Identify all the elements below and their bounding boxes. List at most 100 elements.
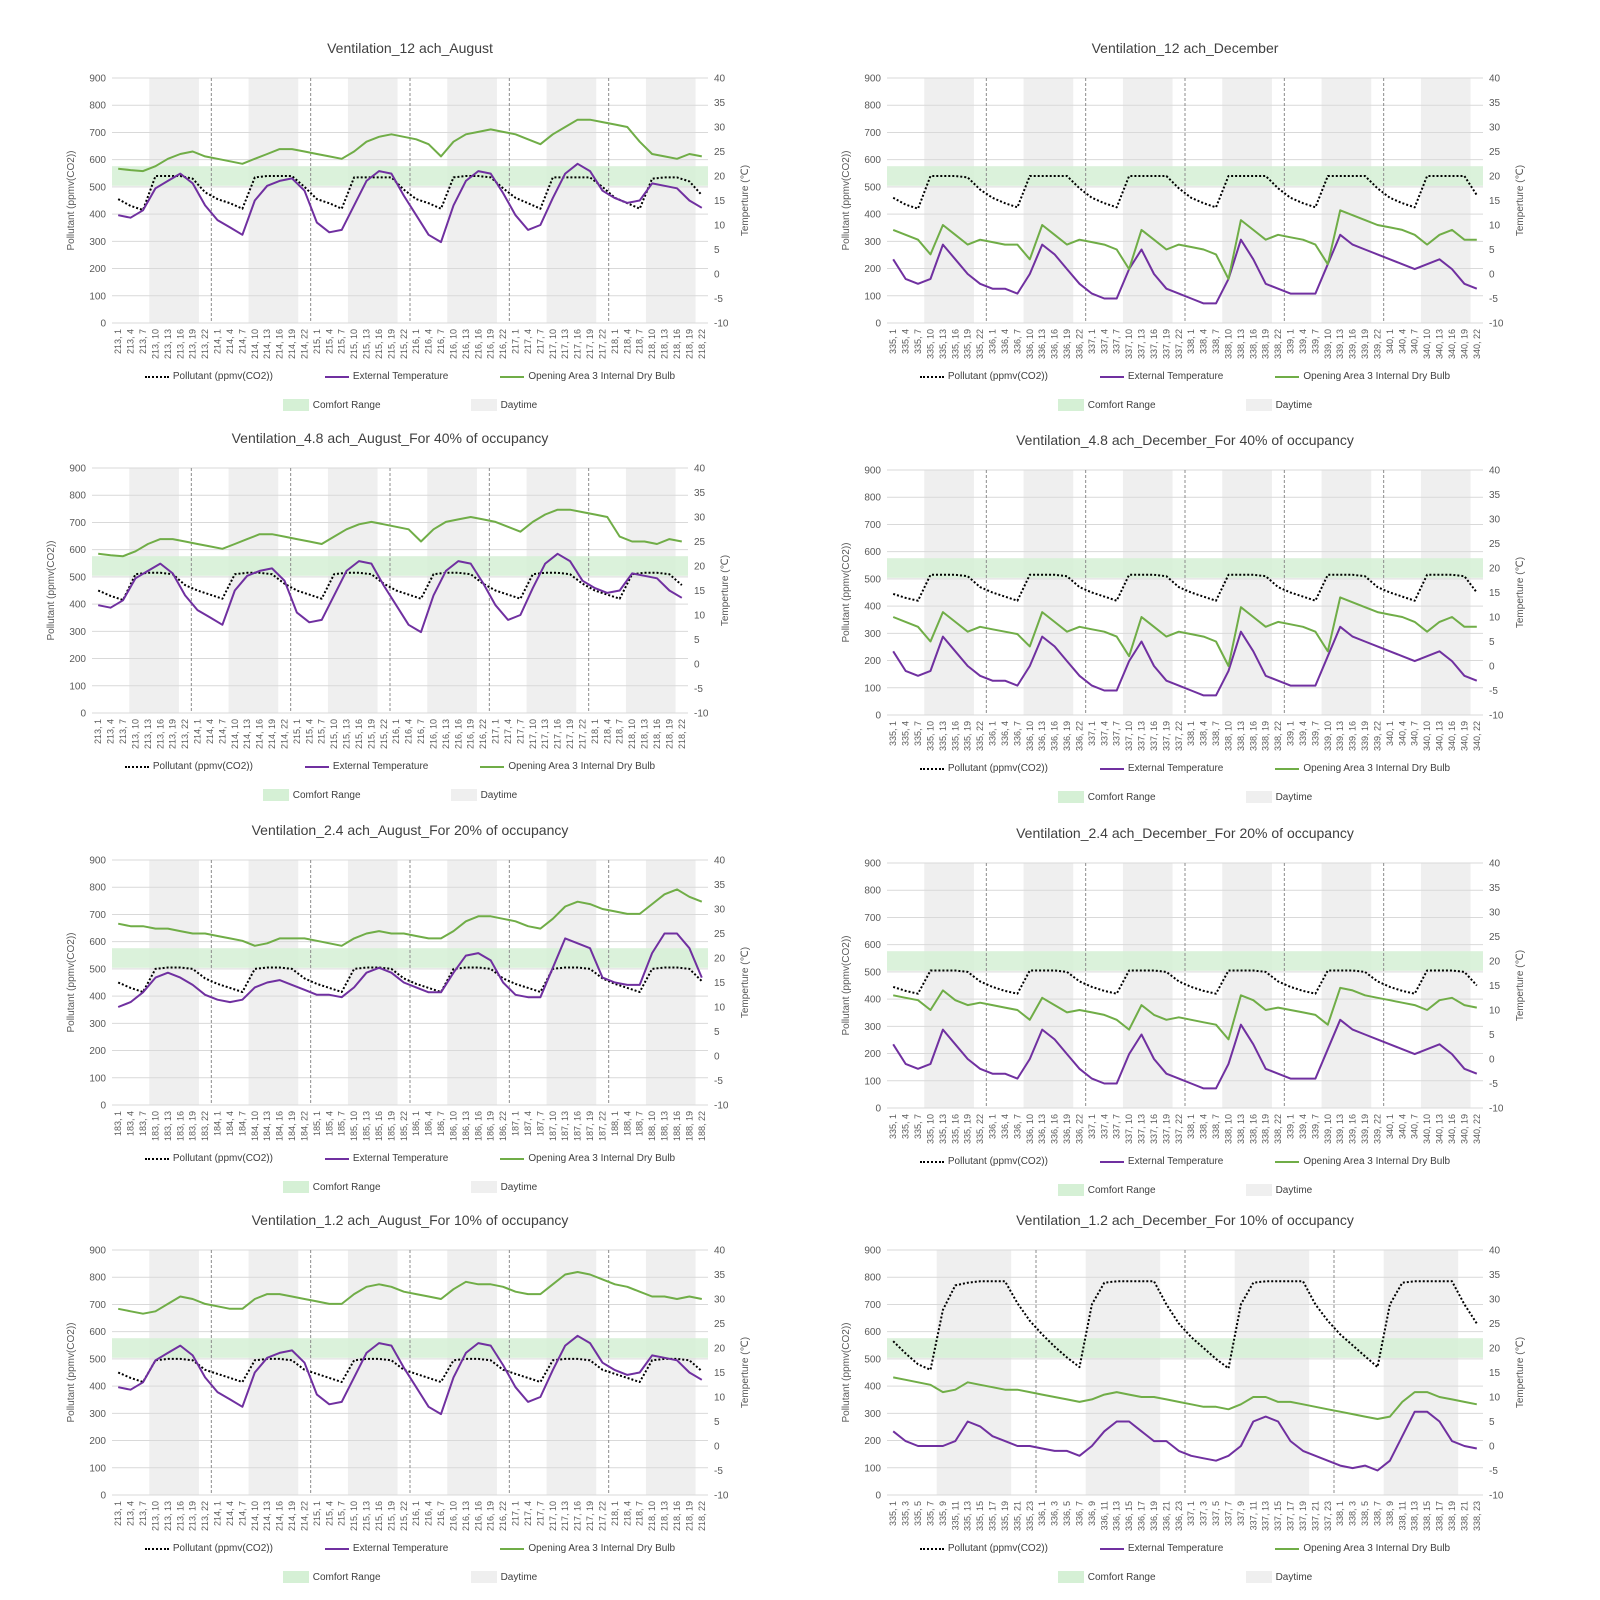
x-tick-label: 186, 19 bbox=[486, 1111, 496, 1141]
legend-daytime: Daytime bbox=[470, 1181, 537, 1193]
x-tick-label: 183, 22 bbox=[200, 1111, 210, 1141]
x-tick-label: 183, 7 bbox=[138, 1111, 148, 1136]
y-tick-label: 800 bbox=[89, 101, 106, 112]
chart-plot: 0 100 200 300 400 500 600 700 800 900 -10 -5 0 5 10 15 2… bbox=[841, 859, 1526, 1145]
x-tick-label: 213, 22 bbox=[180, 719, 190, 749]
chart-title: Ventilation_12 ach_December bbox=[1091, 40, 1279, 56]
series-internal-dry-bulb bbox=[892, 596, 1477, 667]
y2-tick-label: 25 bbox=[714, 1319, 726, 1330]
x-tick-label: 335, 13 bbox=[938, 329, 948, 359]
y-tick-label: 0 bbox=[875, 319, 881, 330]
x-tick-label: 186, 1 bbox=[411, 1111, 421, 1136]
x-tick-label: 335, 10 bbox=[925, 721, 935, 751]
x-tick-label: 338, 23 bbox=[1472, 1501, 1482, 1531]
x-tick-label: 215, 4 bbox=[304, 719, 314, 744]
x-tick-label: 213, 1 bbox=[113, 329, 123, 354]
x-tick-label: 338, 4 bbox=[1199, 329, 1209, 354]
y2-tick-label: -5 bbox=[1489, 294, 1498, 305]
x-tick-label: 218, 7 bbox=[635, 1501, 645, 1526]
legend-comfort: Comfort Range bbox=[1057, 1184, 1156, 1196]
x-tick-label: 335, 13 bbox=[963, 1501, 973, 1531]
daytime-band bbox=[1122, 78, 1173, 323]
y-tick-label: 0 bbox=[875, 1104, 881, 1115]
y2-tick-label: 20 bbox=[1489, 172, 1501, 183]
x-tick-label: 338, 15 bbox=[1422, 1501, 1432, 1531]
y-tick-label: 400 bbox=[89, 992, 106, 1003]
x-tick-label: 338, 7 bbox=[1372, 1501, 1382, 1526]
x-tick-label: 340, 19 bbox=[1459, 1114, 1469, 1144]
x-tick-label: 218, 22 bbox=[677, 719, 687, 749]
legend-row-bands: Comfort Range Daytime bbox=[835, 1184, 1535, 1196]
series-pollutant bbox=[97, 571, 683, 601]
x-tick-label: 218, 19 bbox=[664, 719, 674, 749]
x-tick-label: 214, 7 bbox=[237, 329, 247, 354]
y-tick-label: 200 bbox=[89, 1436, 106, 1447]
x-tick-label: 338, 16 bbox=[1248, 1114, 1258, 1144]
x-tick-label: 340, 7 bbox=[1410, 329, 1420, 354]
x-tick-label: 213, 22 bbox=[200, 329, 210, 359]
x-tick-label: 336, 13 bbox=[1037, 721, 1047, 751]
legend-external: External Temperature bbox=[1099, 763, 1223, 774]
y2-tick-label: 20 bbox=[694, 562, 706, 573]
y2-tick-label: 10 bbox=[1489, 1006, 1501, 1017]
x-tick-label: 215, 16 bbox=[374, 1501, 384, 1531]
x-tick-label: 339, 22 bbox=[1372, 721, 1382, 751]
y2-tick-label: 5 bbox=[694, 635, 700, 646]
x-tick-label: 335, 11 bbox=[950, 1501, 960, 1530]
x-tick-label: 215, 16 bbox=[354, 719, 364, 749]
x-tick-label: 215, 16 bbox=[374, 329, 384, 359]
x-tick-label: 218, 16 bbox=[672, 1501, 682, 1531]
x-tick-label: 337, 9 bbox=[1236, 1501, 1246, 1526]
x-tick-label: 335, 7 bbox=[925, 1501, 935, 1526]
x-tick-label: 214, 22 bbox=[299, 1501, 309, 1531]
x-tick-label: 336, 1 bbox=[988, 329, 998, 354]
x-tick-label: 340, 13 bbox=[1435, 1114, 1445, 1144]
x-tick-label: 335, 7 bbox=[913, 329, 923, 354]
x-tick-label: 188, 7 bbox=[635, 1111, 645, 1136]
legend-pollutant: Pollutant (ppmv(CO2)) bbox=[919, 1543, 1048, 1554]
x-tick-label: 336, 17 bbox=[1137, 1501, 1147, 1531]
x-tick-label: 216, 19 bbox=[486, 1501, 496, 1531]
x-tick-label: 336, 16 bbox=[1050, 329, 1060, 359]
x-tick-label: 338, 19 bbox=[1261, 1114, 1271, 1144]
y2-tick-label: 5 bbox=[714, 1417, 720, 1428]
y-tick-label: 0 bbox=[100, 1101, 106, 1112]
x-tick-label: 218, 4 bbox=[622, 1501, 632, 1526]
x-tick-label: 216, 16 bbox=[453, 719, 463, 749]
y2-axis-title: Temperture (℃) bbox=[740, 165, 751, 236]
legend-comfort: Comfort Range bbox=[282, 399, 381, 411]
x-tick-label: 335, 4 bbox=[901, 1114, 911, 1139]
x-tick-label: 216, 19 bbox=[486, 329, 496, 359]
x-tick-label: 218, 10 bbox=[647, 329, 657, 359]
x-tick-label: 216, 4 bbox=[424, 1501, 434, 1526]
y-tick-label: 900 bbox=[89, 1246, 106, 1257]
y-tick-label: 800 bbox=[89, 883, 106, 894]
x-tick-label: 338, 17 bbox=[1435, 1501, 1445, 1531]
x-tick-label: 188, 1 bbox=[610, 1111, 620, 1136]
legend-row-bands: Comfort Range Daytime bbox=[835, 399, 1535, 411]
series-external-temperature bbox=[892, 1410, 1477, 1472]
y-tick-label: 700 bbox=[69, 518, 86, 529]
legend-daytime: Daytime bbox=[1245, 399, 1312, 411]
x-tick-label: 215, 1 bbox=[292, 719, 302, 744]
x-tick-label: 340, 4 bbox=[1397, 329, 1407, 354]
x-tick-label: 340, 4 bbox=[1397, 1114, 1407, 1139]
daytime-band bbox=[427, 468, 477, 713]
x-tick-label: 337, 13 bbox=[1137, 1114, 1147, 1144]
x-tick-label: 215, 19 bbox=[386, 329, 396, 359]
daytime-band bbox=[546, 860, 597, 1105]
x-tick-label: 338, 22 bbox=[1273, 1114, 1283, 1144]
x-tick-label: 218, 7 bbox=[635, 329, 645, 354]
x-tick-label: 187, 1 bbox=[511, 1111, 521, 1136]
legend-row-lines: Pollutant (ppmv(CO2)) External Temperatu… bbox=[835, 1156, 1535, 1167]
y-tick-label: 800 bbox=[69, 491, 86, 502]
x-tick-label: 183, 1 bbox=[113, 1111, 123, 1136]
y2-tick-label: 0 bbox=[1489, 1442, 1495, 1453]
x-tick-label: 218, 22 bbox=[697, 1501, 707, 1531]
x-tick-label: 337, 1 bbox=[1087, 721, 1097, 746]
legend-internal: Opening Area 3 Internal Dry Bulb bbox=[500, 1543, 675, 1554]
x-tick-label: 339, 16 bbox=[1348, 1114, 1358, 1144]
x-tick-label: 216, 1 bbox=[411, 1501, 421, 1526]
series-external-temperature bbox=[892, 1018, 1478, 1090]
daytime-band bbox=[1023, 863, 1074, 1108]
